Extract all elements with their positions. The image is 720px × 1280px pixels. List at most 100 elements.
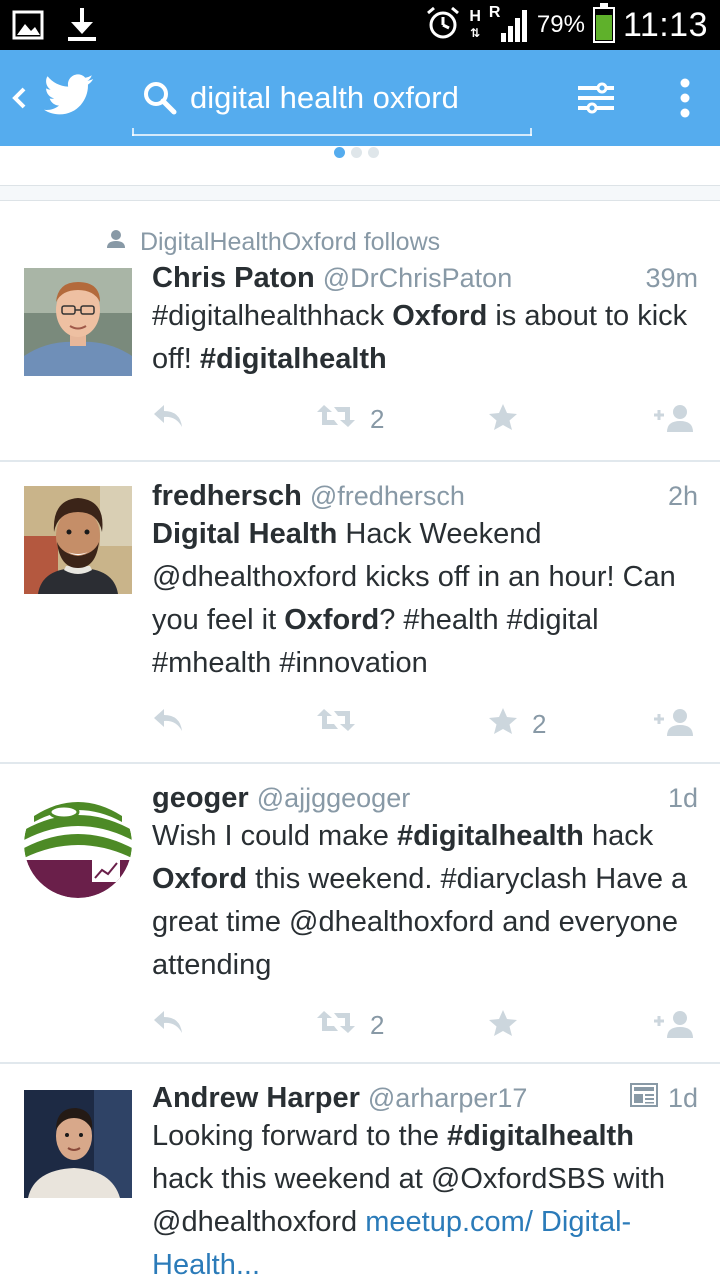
retweet-count: 2 (370, 1010, 385, 1040)
tweet-card[interactable]: geoger @ajjggeoger 1d Wish I could make … (0, 764, 720, 1064)
search-input[interactable]: digital health oxford (190, 80, 459, 115)
tweet-text[interactable]: Digital Health Hack Weekend @dhealthoxfo… (152, 513, 698, 685)
tweet-text-segment: this weekend. #diaryclash Have a great t… (152, 863, 688, 981)
retweet-button[interactable] (316, 707, 370, 740)
tweet-text[interactable]: Wish I could make #digitalhealth hack Ox… (152, 815, 698, 987)
page-dot-3[interactable] (368, 147, 379, 158)
battery-percentage: 79% (536, 11, 585, 38)
battery-level (595, 14, 612, 40)
search-underline (132, 128, 532, 136)
tweet-text-segment: Hack Weekend @dhealthoxford kicks off in… (152, 518, 676, 636)
page-dot-1[interactable] (334, 147, 345, 158)
app-bar: digital health oxford (0, 50, 720, 146)
page-indicator (0, 146, 720, 186)
tweet-text[interactable]: #digitalhealthhack Oxford is about to ki… (152, 295, 698, 381)
battery-icon (592, 3, 615, 43)
highlighted-keyword: Oxford (392, 300, 488, 332)
avatar[interactable] (24, 790, 132, 898)
reply-button[interactable] (152, 403, 184, 436)
tweet-timestamp: 1d (668, 783, 698, 814)
filter-settings-icon[interactable] (576, 80, 616, 121)
tweet-link[interactable]: meetup.com/ Digital-Health... (152, 1206, 632, 1280)
overflow-menu-icon[interactable] (678, 78, 692, 123)
retweet-button[interactable]: 2 (316, 1009, 384, 1042)
reply-button[interactable] (152, 1009, 184, 1042)
follow-user-icon (652, 707, 696, 744)
tweet-text-segment: Wish I could make (152, 820, 397, 852)
follow-button[interactable] (652, 707, 696, 744)
highlighted-keyword: #digitalhealth (396, 820, 584, 852)
author-name[interactable]: fredhersch (152, 480, 302, 512)
author-name[interactable]: Chris Paton (152, 262, 315, 294)
favorite-count: 2 (532, 709, 547, 739)
timestamp-label: 1d (667, 783, 698, 813)
highlighted-keyword: Oxford (152, 863, 248, 895)
avatar[interactable] (24, 268, 132, 376)
tweet-actions: 2 (152, 987, 698, 1069)
star-icon (488, 707, 518, 742)
follower-person-icon (104, 228, 128, 257)
follow-user-icon (652, 1009, 696, 1046)
favorite-button[interactable] (488, 403, 532, 438)
author-handle[interactable]: @fredhersch (309, 481, 465, 511)
retweet-count: 2 (370, 404, 385, 434)
clock: 11:13 (622, 5, 708, 44)
tweet-timestamp: 2h (668, 481, 698, 512)
follow-button[interactable] (652, 1009, 696, 1046)
summary-card-icon (629, 1083, 658, 1114)
author-name[interactable]: geoger (152, 782, 249, 814)
search-icon[interactable] (142, 80, 178, 121)
page-dot-2[interactable] (351, 147, 362, 158)
retweet-button[interactable]: 2 (316, 403, 384, 436)
roaming-label: R (488, 4, 501, 21)
author-handle[interactable]: @arharper17 (367, 1083, 528, 1113)
section-divider (0, 185, 720, 201)
status-bar: H ⇅ R 79% 11:13 (0, 0, 720, 50)
retweet-icon (316, 707, 356, 740)
tweet-card[interactable]: DigitalHealthOxford follows Chris Paton … (0, 202, 720, 462)
twitter-bird-icon[interactable] (44, 74, 94, 121)
follow-button[interactable] (652, 403, 696, 440)
network-h-label: H (469, 8, 481, 25)
social-context-label: DigitalHealthOxford follows (140, 227, 441, 256)
tweet-card[interactable]: Andrew Harper @arharper17 1d (0, 1064, 720, 1280)
reply-icon (152, 403, 184, 436)
tweet-actions: 2 (152, 685, 698, 767)
data-arrows-icon: ⇅ (470, 26, 481, 40)
timestamp-label: 1d (667, 1083, 698, 1113)
favorite-button[interactable] (488, 1009, 532, 1044)
author-name[interactable]: Andrew Harper (152, 1082, 360, 1114)
tweet-card[interactable]: fredhersch @fredhersch 2h Digital Health… (0, 462, 720, 764)
highlighted-keyword: #digitalhealth (447, 1120, 634, 1152)
reply-button[interactable] (152, 707, 184, 740)
star-icon (488, 1009, 518, 1044)
tweet-text-segment: hack (583, 820, 654, 852)
alarm-icon (425, 5, 461, 46)
highlighted-keyword: Oxford (284, 604, 380, 636)
timestamp-label: 2h (667, 481, 698, 511)
gallery-notification-icon (12, 10, 44, 45)
tweet-text[interactable]: Looking forward to the #digitalhealth ha… (152, 1115, 698, 1280)
avatar[interactable] (24, 486, 132, 594)
tweet-text-segment: Looking forward to the (152, 1120, 448, 1152)
tweet-text-segment: ? #health #digital #mhealth #innovation (152, 604, 599, 679)
author-handle[interactable]: @ajjggeoger (256, 783, 411, 813)
signal-strength-icon: R (488, 4, 529, 43)
favorite-button[interactable]: 2 (488, 707, 546, 742)
tweet-timestamp: 1d (629, 1083, 698, 1114)
reply-icon (152, 707, 184, 740)
highlighted-keyword: #digitalhealth (199, 343, 387, 375)
reply-icon (152, 1009, 184, 1042)
tweet-text-segment: is about to kick off! (152, 300, 688, 375)
timestamp-label: 39m (645, 263, 698, 293)
search-results-timeline[interactable]: DigitalHealthOxford follows Chris Paton … (0, 202, 720, 1280)
retweet-icon (316, 403, 356, 436)
back-chevron-icon[interactable] (10, 83, 28, 118)
download-notification-icon (66, 8, 98, 47)
network-type-indicator: H ⇅ (469, 9, 481, 41)
author-handle[interactable]: @DrChrisPaton (322, 263, 513, 293)
follow-user-icon (652, 403, 696, 440)
tweet-text-segment: #digitalhealthhack (152, 300, 393, 332)
avatar[interactable] (24, 1090, 132, 1198)
social-context: DigitalHealthOxford follows (104, 222, 698, 262)
